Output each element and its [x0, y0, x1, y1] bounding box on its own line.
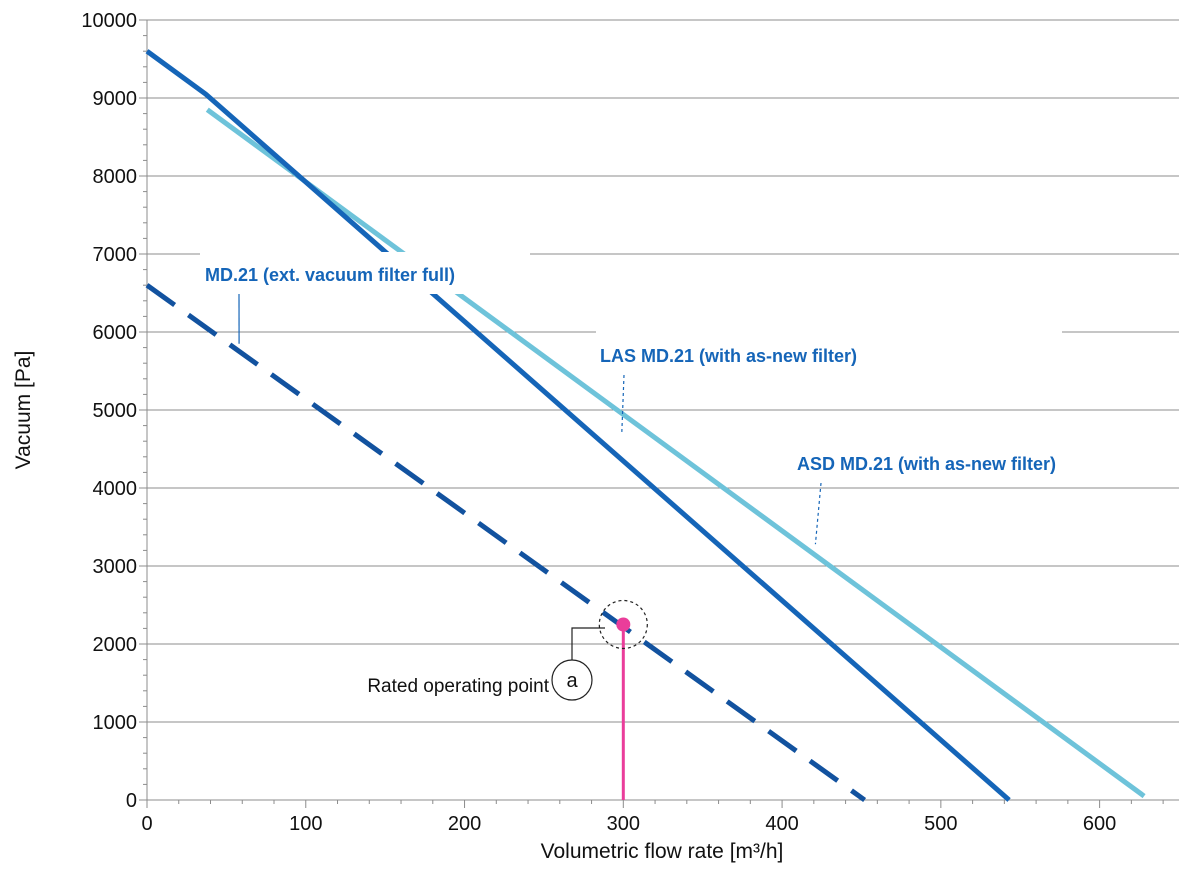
y-tick-label: 0 [126, 790, 137, 812]
annotations: a Rated operating point [367, 599, 648, 800]
x-tick-label: 300 [607, 813, 640, 835]
x-axis-title: Volumetric flow rate [m³/h] [541, 840, 784, 863]
y-axis-title: Vacuum [Pa] [12, 351, 35, 470]
series-label-leader [814, 482, 822, 545]
y-tick-label: 3000 [93, 556, 138, 578]
operating-point-marker-badge [551, 659, 593, 701]
x-tick-label: 600 [1083, 813, 1116, 835]
y-tick-label: 5000 [93, 400, 138, 422]
series-line-asd [205, 107, 1146, 799]
x-tick-label: 0 [141, 813, 152, 835]
data-series [145, 49, 1146, 803]
x-tick-label: 200 [448, 813, 481, 835]
series-labels: MD.21 (ext. vacuum filter full) LAS MD.21… [200, 252, 1062, 545]
operating-point-marker-letter: a [566, 670, 578, 692]
y-tick-label: 6000 [93, 322, 138, 344]
series-line-md21-dashed [145, 283, 867, 803]
series-label-background [200, 252, 530, 294]
operating-point-connector [571, 627, 605, 660]
operating-point-marker [616, 617, 631, 632]
y-tick-label: 2000 [93, 634, 138, 656]
x-tick-label: 500 [924, 813, 957, 835]
series-label-background [596, 330, 1062, 374]
series-line-las [145, 49, 1011, 802]
y-tick-label: 9000 [93, 88, 138, 110]
series-label-leader [621, 374, 625, 435]
x-tick-label: 100 [289, 813, 322, 835]
y-tick-label: 4000 [93, 478, 138, 500]
x-tick-label: 400 [765, 813, 798, 835]
series-label: ASD MD.21 (with as-new filter) [797, 454, 1056, 474]
y-tick-label: 7000 [93, 244, 138, 266]
operating-point-label: Rated operating point [367, 676, 549, 697]
y-tick-label: 1000 [93, 712, 138, 734]
y-tick-label: 10000 [81, 10, 137, 32]
y-tick-label: 8000 [93, 166, 138, 188]
operating-point-highlight-ring [598, 599, 648, 650]
series-label: MD.21 (ext. vacuum filter full) [205, 265, 455, 285]
series-label: LAS MD.21 (with as-new filter) [600, 346, 857, 366]
